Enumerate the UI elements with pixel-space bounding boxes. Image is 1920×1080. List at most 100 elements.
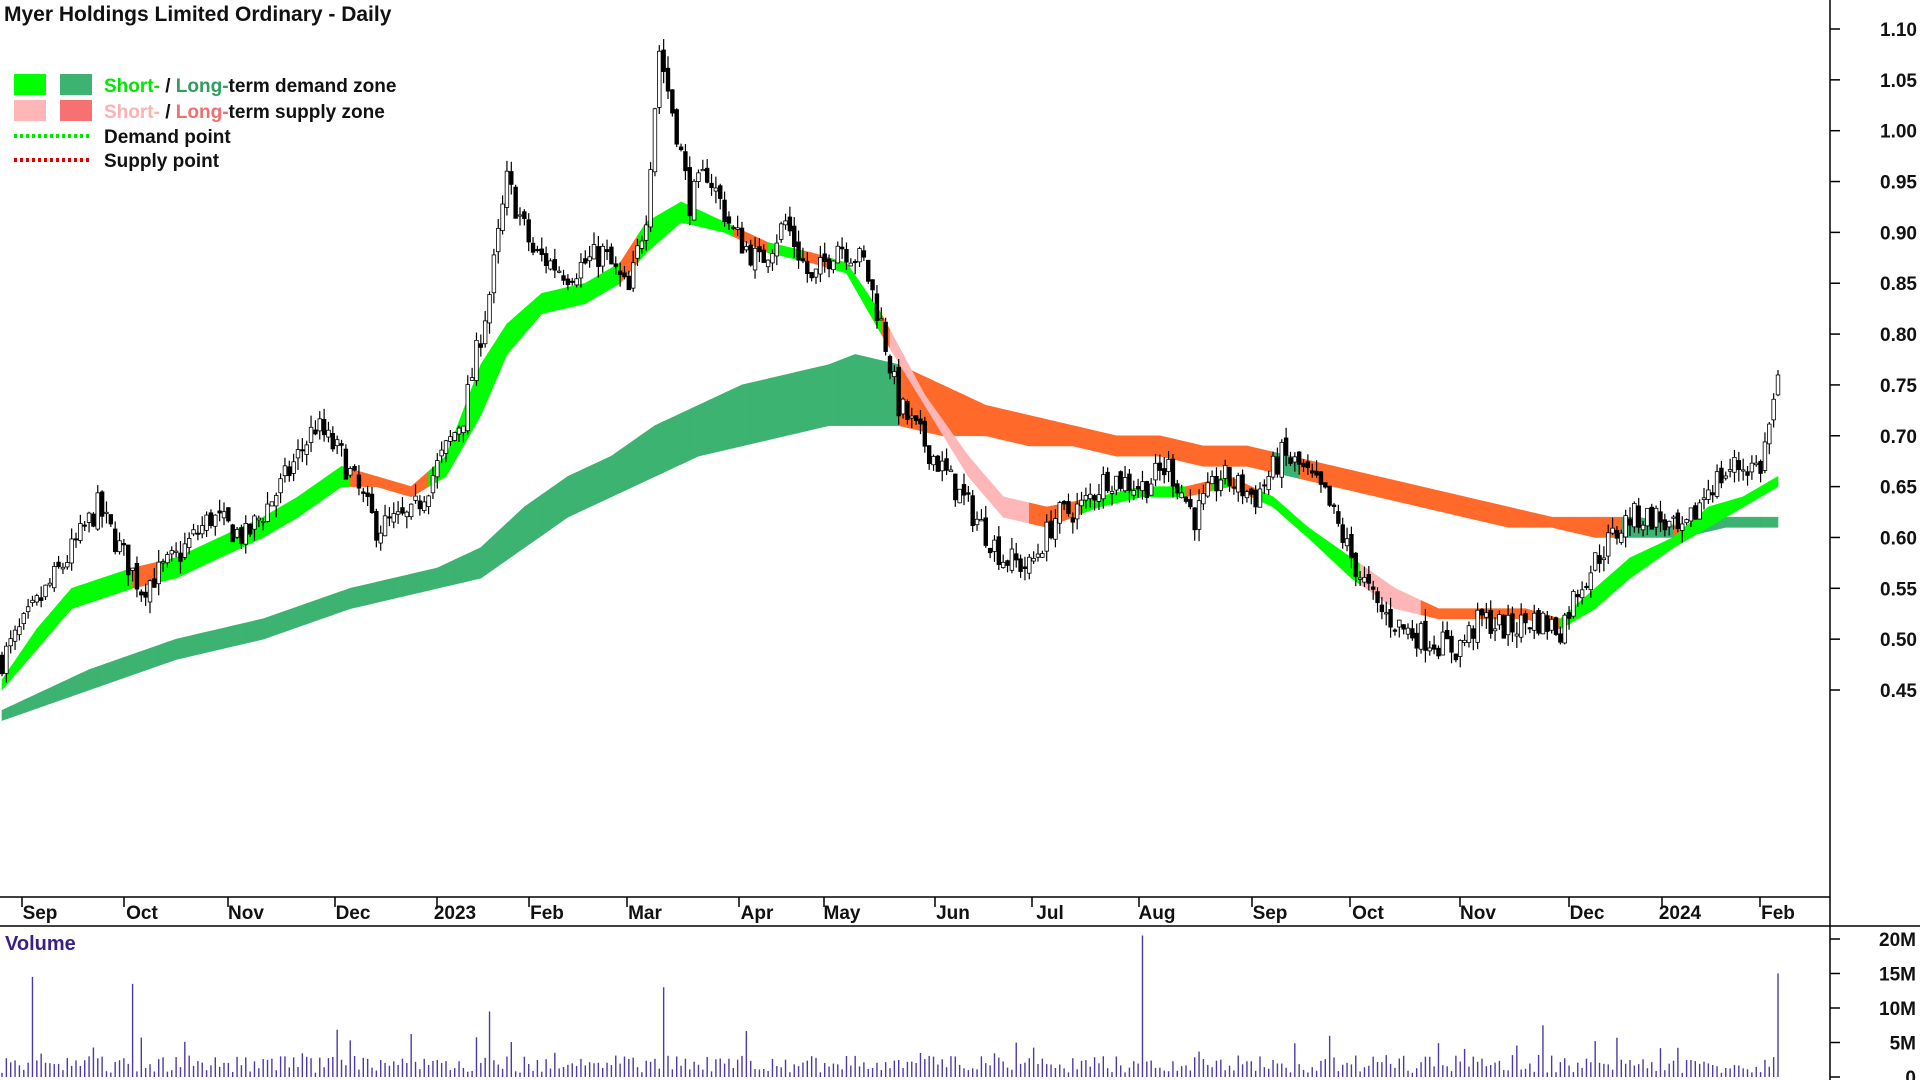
candle-body [539, 248, 544, 255]
short-term-zone-segment [1011, 498, 1021, 522]
candle-body [556, 270, 562, 273]
candle-body [1466, 625, 1472, 643]
candle-body [709, 182, 714, 188]
candle-body [65, 562, 70, 568]
candle-body [613, 263, 618, 267]
long-term-zone-segment [1002, 408, 1013, 443]
long-term-zone-segment [1055, 421, 1065, 447]
candle-body [1214, 476, 1219, 492]
candle-body [496, 227, 501, 253]
candle-body [696, 172, 701, 182]
candle-body [243, 522, 248, 545]
candle-body [1305, 461, 1311, 469]
candle-body [382, 515, 388, 537]
price-tick-label: 0.80 [1880, 325, 1917, 346]
time-tick-label: Feb [1761, 903, 1795, 924]
candle-body [718, 185, 723, 199]
short-term-zone-segment [854, 274, 865, 305]
candle-body [500, 203, 505, 231]
candle-body [1257, 488, 1263, 508]
long-term-zone-segment [167, 638, 177, 663]
long-term-zone-segment [524, 500, 534, 549]
long-term-zone-segment [637, 431, 647, 486]
candle-body [744, 246, 749, 251]
long-term-zone-segment [1568, 516, 1579, 534]
candle-body [300, 449, 305, 452]
candle-body [73, 538, 79, 541]
long-term-zone-segment [480, 538, 490, 579]
candle-body [1410, 628, 1415, 639]
candle-body [996, 536, 1002, 566]
long-term-zone-segment [71, 673, 81, 697]
candle-body [530, 242, 536, 253]
long-term-zone-segment [689, 404, 699, 461]
candle-body [818, 257, 823, 275]
long-term-zone-segment [489, 530, 499, 573]
candle-body [1310, 470, 1315, 474]
candle-body [1240, 474, 1245, 497]
long-term-zone-segment [785, 372, 795, 437]
long-term-zone-segment [759, 378, 769, 443]
candle-body [1296, 451, 1302, 465]
candle-body [204, 514, 209, 531]
short-term-zone-segment [846, 261, 856, 290]
candle-body [1140, 481, 1145, 492]
candle-body [1000, 561, 1006, 569]
candle-body [839, 246, 845, 250]
candle-body [1384, 612, 1389, 615]
short-term-zone-segment [1464, 608, 1474, 620]
short-term-zone-segment [367, 473, 377, 487]
long-term-zone-segment [1203, 445, 1213, 467]
candle-body [1536, 610, 1541, 634]
candle-body [330, 432, 336, 450]
candle-body [1405, 627, 1411, 635]
candle-body [435, 460, 440, 478]
short-term-zone-segment [515, 307, 525, 346]
long-term-zone-segment [1481, 500, 1492, 524]
candle-body [99, 491, 105, 517]
long-term-zone-segment [88, 666, 99, 691]
candle-body [1192, 507, 1197, 531]
candle-body [269, 501, 275, 507]
candle-body [1640, 524, 1646, 531]
candle-body [1540, 612, 1546, 635]
candle-body [1057, 502, 1062, 524]
time-tick-label: Dec [1570, 903, 1605, 924]
short-term-zone-segment [497, 322, 508, 375]
long-term-zone-segment [245, 620, 255, 644]
long-term-zone-segment [1046, 419, 1056, 447]
candle-body [1444, 629, 1450, 640]
price-tick-label: 0.70 [1880, 427, 1917, 448]
candle-body [1597, 555, 1602, 564]
long-term-zone-segment [262, 615, 273, 640]
long-term-zone-segment [358, 583, 368, 607]
short-term-zone-segment [950, 430, 960, 464]
candle-body [792, 225, 797, 247]
short-term-zone-segment [480, 350, 490, 416]
candle-body [274, 495, 279, 507]
candle-body [944, 458, 949, 471]
candle-body [213, 514, 218, 527]
candle-body [152, 578, 157, 588]
long-term-zone-segment [959, 392, 969, 437]
candle-body [931, 455, 936, 466]
candle-body [1740, 469, 1746, 472]
long-term-zone-segment [315, 597, 325, 622]
candle-body [95, 492, 100, 530]
candle-body [974, 518, 980, 526]
candle-body [1074, 503, 1080, 520]
candle-body [478, 343, 484, 348]
candle-body [278, 478, 283, 494]
long-term-zone-segment [950, 388, 960, 437]
short-term-zone-segment [402, 483, 412, 498]
long-term-zone-segment [1412, 484, 1422, 508]
candle-body [935, 455, 941, 472]
candle-body [104, 511, 109, 514]
long-term-zone-segment [419, 569, 429, 593]
candle-body [252, 515, 257, 530]
candle-body [317, 418, 322, 432]
long-term-zone-segment [1237, 445, 1248, 467]
price-axis: 1.10 1.05 1.00 0.95 0.90 0.85 0.80 0.75 0.70 0.65… [1830, 20, 1917, 702]
candle-body [861, 250, 867, 258]
long-term-zone-segment [628, 437, 638, 490]
